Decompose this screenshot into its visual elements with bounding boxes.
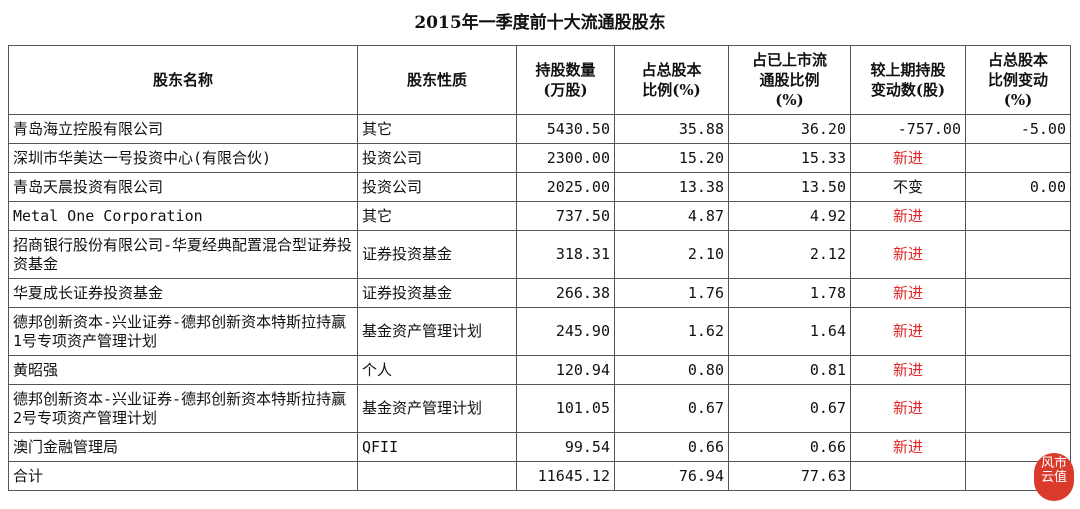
header-col-pct-change: 占总股本 比例变动 (%) [965,45,1071,115]
cell-name: 华夏成长证券投资基金 [8,278,358,308]
cell-pct-change [965,201,1071,231]
cell-pct-total: 1.76 [614,278,729,308]
cell-shares: 266.38 [516,278,615,308]
cell-pct-change [965,384,1071,433]
header-col-name: 股东名称 [8,45,358,115]
table-row: 德邦创新资本-兴业证券-德邦创新资本特斯拉持赢1号专项资产管理计划 基金资产管理计… [8,307,1071,356]
cell-name: 深圳市华美达一号投资中心(有限合伙) [8,143,358,173]
cell-name: 黄昭强 [8,355,358,385]
cell-name: 青岛天晨投资有限公司 [8,172,358,202]
cell-pct-float: 4.92 [728,201,851,231]
cell-type: 个人 [357,355,517,385]
cell-name: 青岛海立控股有限公司 [8,114,358,144]
cell-type: 投资公司 [357,143,517,173]
cell-change: 新进 [850,355,966,385]
header-row: 股东名称 股东性质 持股数量 (万股) 占总股本 比例(%) 占已上市流 通股比例 (%… [8,45,1071,115]
header-col-type: 股东性质 [357,45,517,115]
cell-pct-change: -5.00 [965,114,1071,144]
cell-pct-change [965,355,1071,385]
cell-change: 新进 [850,230,966,279]
cell-pct-change [965,307,1071,356]
table-row: 华夏成长证券投资基金 证券投资基金 266.38 1.76 1.78 新进 [8,278,1071,308]
cell-pct-change [965,278,1071,308]
cell-shares: 737.50 [516,201,615,231]
cell-type: 证券投资基金 [357,230,517,279]
cell-pct-total: 1.62 [614,307,729,356]
cell-pct-float: 36.20 [728,114,851,144]
table-row: 澳门金融管理局 QFII 99.54 0.66 0.66 新进 [8,432,1071,462]
cell-change: 新进 [850,307,966,356]
cell-name: 德邦创新资本-兴业证券-德邦创新资本特斯拉持赢1号专项资产管理计划 [8,307,358,356]
cell-change: -757.00 [850,114,966,144]
cell-pct-change [965,230,1071,279]
cell-type: 其它 [357,201,517,231]
table-row: 深圳市华美达一号投资中心(有限合伙) 投资公司 2300.00 15.20 15.33 新… [8,143,1071,173]
shareholders-table: 股东名称 股东性质 持股数量 (万股) 占总股本 比例(%) 占已上市流 通股比例 (%… [8,45,1071,491]
cell-pct-float: 0.66 [728,432,851,462]
cell-change: 新进 [850,432,966,462]
cell-pct-total: 0.66 [614,432,729,462]
cell-pct-float: 0.67 [728,384,851,433]
logo-badge: 风市 云值 [1034,453,1074,501]
cell-pct-float: 15.33 [728,143,851,173]
cell-pct-total: 4.87 [614,201,729,231]
header-col-pct-total: 占总股本 比例(%) [614,45,729,115]
header-col-shares: 持股数量 (万股) [516,45,615,115]
cell-shares: 99.54 [516,432,615,462]
cell-name: 澳门金融管理局 [8,432,358,462]
cell-pct-change: 0.00 [965,172,1071,202]
cell-shares: 11645.12 [516,461,615,491]
cell-pct-total: 35.88 [614,114,729,144]
cell-type: 投资公司 [357,172,517,202]
cell-shares: 245.90 [516,307,615,356]
cell-type: 基金资产管理计划 [357,384,517,433]
table-row: 德邦创新资本-兴业证券-德邦创新资本特斯拉持赢2号专项资产管理计划 基金资产管理计… [8,384,1071,433]
cell-shares: 2025.00 [516,172,615,202]
cell-change: 新进 [850,143,966,173]
cell-type: 基金资产管理计划 [357,307,517,356]
cell-change [850,461,966,491]
cell-name: 招商银行股份有限公司-华夏经典配置混合型证券投资基金 [8,230,358,279]
cell-change: 新进 [850,201,966,231]
cell-pct-float: 13.50 [728,172,851,202]
cell-pct-float: 1.64 [728,307,851,356]
cell-change: 不变 [850,172,966,202]
header-col-change: 较上期持股 变动数(股) [850,45,966,115]
cell-pct-float: 77.63 [728,461,851,491]
table-row: Metal One Corporation 其它 737.50 4.87 4.92 新进 [8,201,1071,231]
cell-pct-total: 76.94 [614,461,729,491]
cell-shares: 120.94 [516,355,615,385]
cell-pct-total: 0.67 [614,384,729,433]
cell-pct-float: 1.78 [728,278,851,308]
cell-type: 证券投资基金 [357,278,517,308]
cell-type [357,461,517,491]
cell-pct-change [965,143,1071,173]
cell-name: 合计 [8,461,358,491]
cell-pct-total: 13.38 [614,172,729,202]
header-col-pct-float: 占已上市流 通股比例 (%) [728,45,851,115]
table-row: 青岛天晨投资有限公司 投资公司 2025.00 13.38 13.50 不变 0.00 [8,172,1071,202]
table-row: 青岛海立控股有限公司 其它 5430.50 35.88 36.20 -757.00 -5.0… [8,114,1071,144]
table-row: 黄昭强 个人 120.94 0.80 0.81 新进 [8,355,1071,385]
cell-shares: 101.05 [516,384,615,433]
cell-change: 新进 [850,384,966,433]
cell-type: QFII [357,432,517,462]
cell-name: Metal One Corporation [8,201,358,231]
table-title: 2015年一季度前十大流通股股东 [414,13,666,33]
cell-shares: 318.31 [516,230,615,279]
cell-type: 其它 [357,114,517,144]
cell-pct-total: 2.10 [614,230,729,279]
cell-shares: 2300.00 [516,143,615,173]
cell-shares: 5430.50 [516,114,615,144]
cell-pct-total: 15.20 [614,143,729,173]
cell-pct-total: 0.80 [614,355,729,385]
cell-pct-float: 2.12 [728,230,851,279]
table-row: 招商银行股份有限公司-华夏经典配置混合型证券投资基金 证券投资基金 318.31 2.… [8,230,1071,279]
cell-name: 德邦创新资本-兴业证券-德邦创新资本特斯拉持赢2号专项资产管理计划 [8,384,358,433]
cell-pct-float: 0.81 [728,355,851,385]
cell-change: 新进 [850,278,966,308]
total-row: 合计 11645.12 76.94 77.63 [8,461,1071,491]
